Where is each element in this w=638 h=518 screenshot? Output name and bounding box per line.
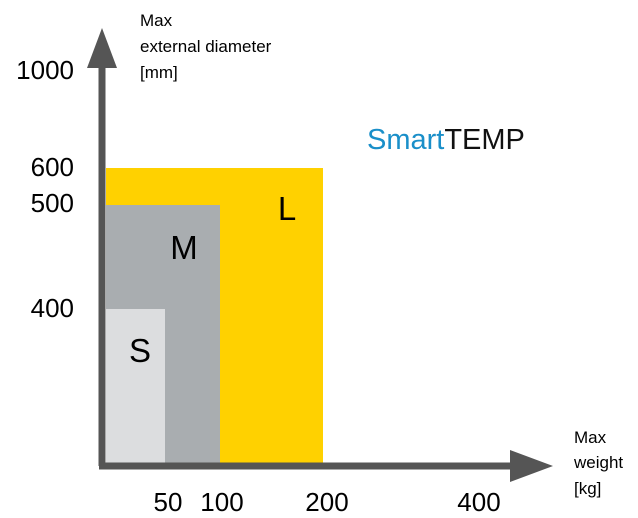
x-axis-label-line-1: Max [574,428,607,447]
brand-part-2: TEMP [444,124,525,156]
x-axis-label: Max weight [kg] [573,428,628,498]
size-label-l: L [278,190,296,227]
y-axis-arrow [87,28,117,68]
y-tick-label: 500 [31,188,74,218]
brand-part-1: Smart [367,124,444,156]
x-tick-label: 200 [305,487,348,517]
x-tick-label: 400 [457,487,500,517]
y-tick-label: 1000 [16,55,74,85]
y-axis-label-line-1: Max [140,11,173,30]
brand-logo: SmartTEMP [367,124,525,156]
x-tick-label: 100 [200,487,243,517]
y-tick-label: 400 [31,293,74,323]
size-areas: L M S [106,168,323,463]
x-tick-label: 50 [154,487,183,517]
size-area-s [106,309,165,463]
y-axis-label: Max external diameter [mm] [140,11,276,82]
x-axis-arrow [510,450,553,482]
x-axis-label-line-3: [kg] [574,479,601,498]
size-label-s: S [129,332,151,369]
y-axis-label-line-3: [mm] [140,63,178,82]
axes [87,28,553,482]
x-axis-label-line-2: weight [573,453,623,472]
size-label-m: M [170,229,198,266]
y-axis-label-line-2: external diameter [140,37,272,56]
y-tick-label: 600 [31,152,74,182]
